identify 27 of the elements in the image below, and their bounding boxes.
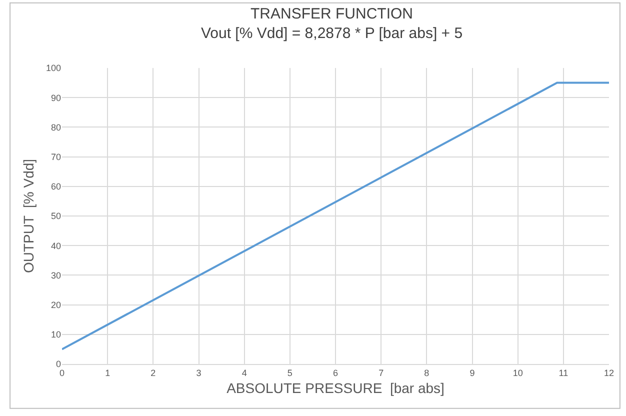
x-tick-label: 7 — [378, 368, 384, 378]
y-tick-label: 100 — [46, 63, 61, 74]
x-tick-label: 11 — [558, 368, 568, 378]
chart-title: TRANSFER FUNCTION — [250, 6, 414, 23]
x-tick-label: 1 — [105, 368, 110, 378]
y-tick-label: 10 — [50, 330, 61, 340]
y-axis-title: OUTPUT [% Vdd] — [20, 158, 37, 274]
y-tick-label: 20 — [50, 300, 61, 310]
x-tick-label: 5 — [287, 368, 292, 378]
x-tick-label: 3 — [196, 368, 202, 378]
x-tick-label: 10 — [512, 368, 523, 378]
x-tick-label: 6 — [332, 368, 338, 378]
x-tick-label: 4 — [242, 368, 247, 378]
y-tick-label: 0 — [56, 359, 61, 370]
y-tick-label: 40 — [50, 240, 61, 251]
y-tick-label: 70 — [50, 152, 61, 162]
x-tick-label: 8 — [424, 368, 430, 378]
x-tick-label: 2 — [150, 368, 156, 378]
y-tick-label: 50 — [50, 211, 61, 222]
y-tick-label: 60 — [50, 182, 61, 192]
y-tick-label: 80 — [50, 122, 61, 132]
x-tick-label: 9 — [470, 368, 475, 378]
chart-subtitle: Vout [% Vdd] = 8,2878 * P [bar abs] + 5 — [200, 25, 463, 42]
y-tick-label: 30 — [50, 270, 61, 280]
x-axis-title: ABSOLUTE PRESSURE [bar abs] — [226, 380, 444, 396]
y-tick-label: 90 — [50, 92, 61, 103]
x-tick-label: 12 — [604, 368, 614, 378]
